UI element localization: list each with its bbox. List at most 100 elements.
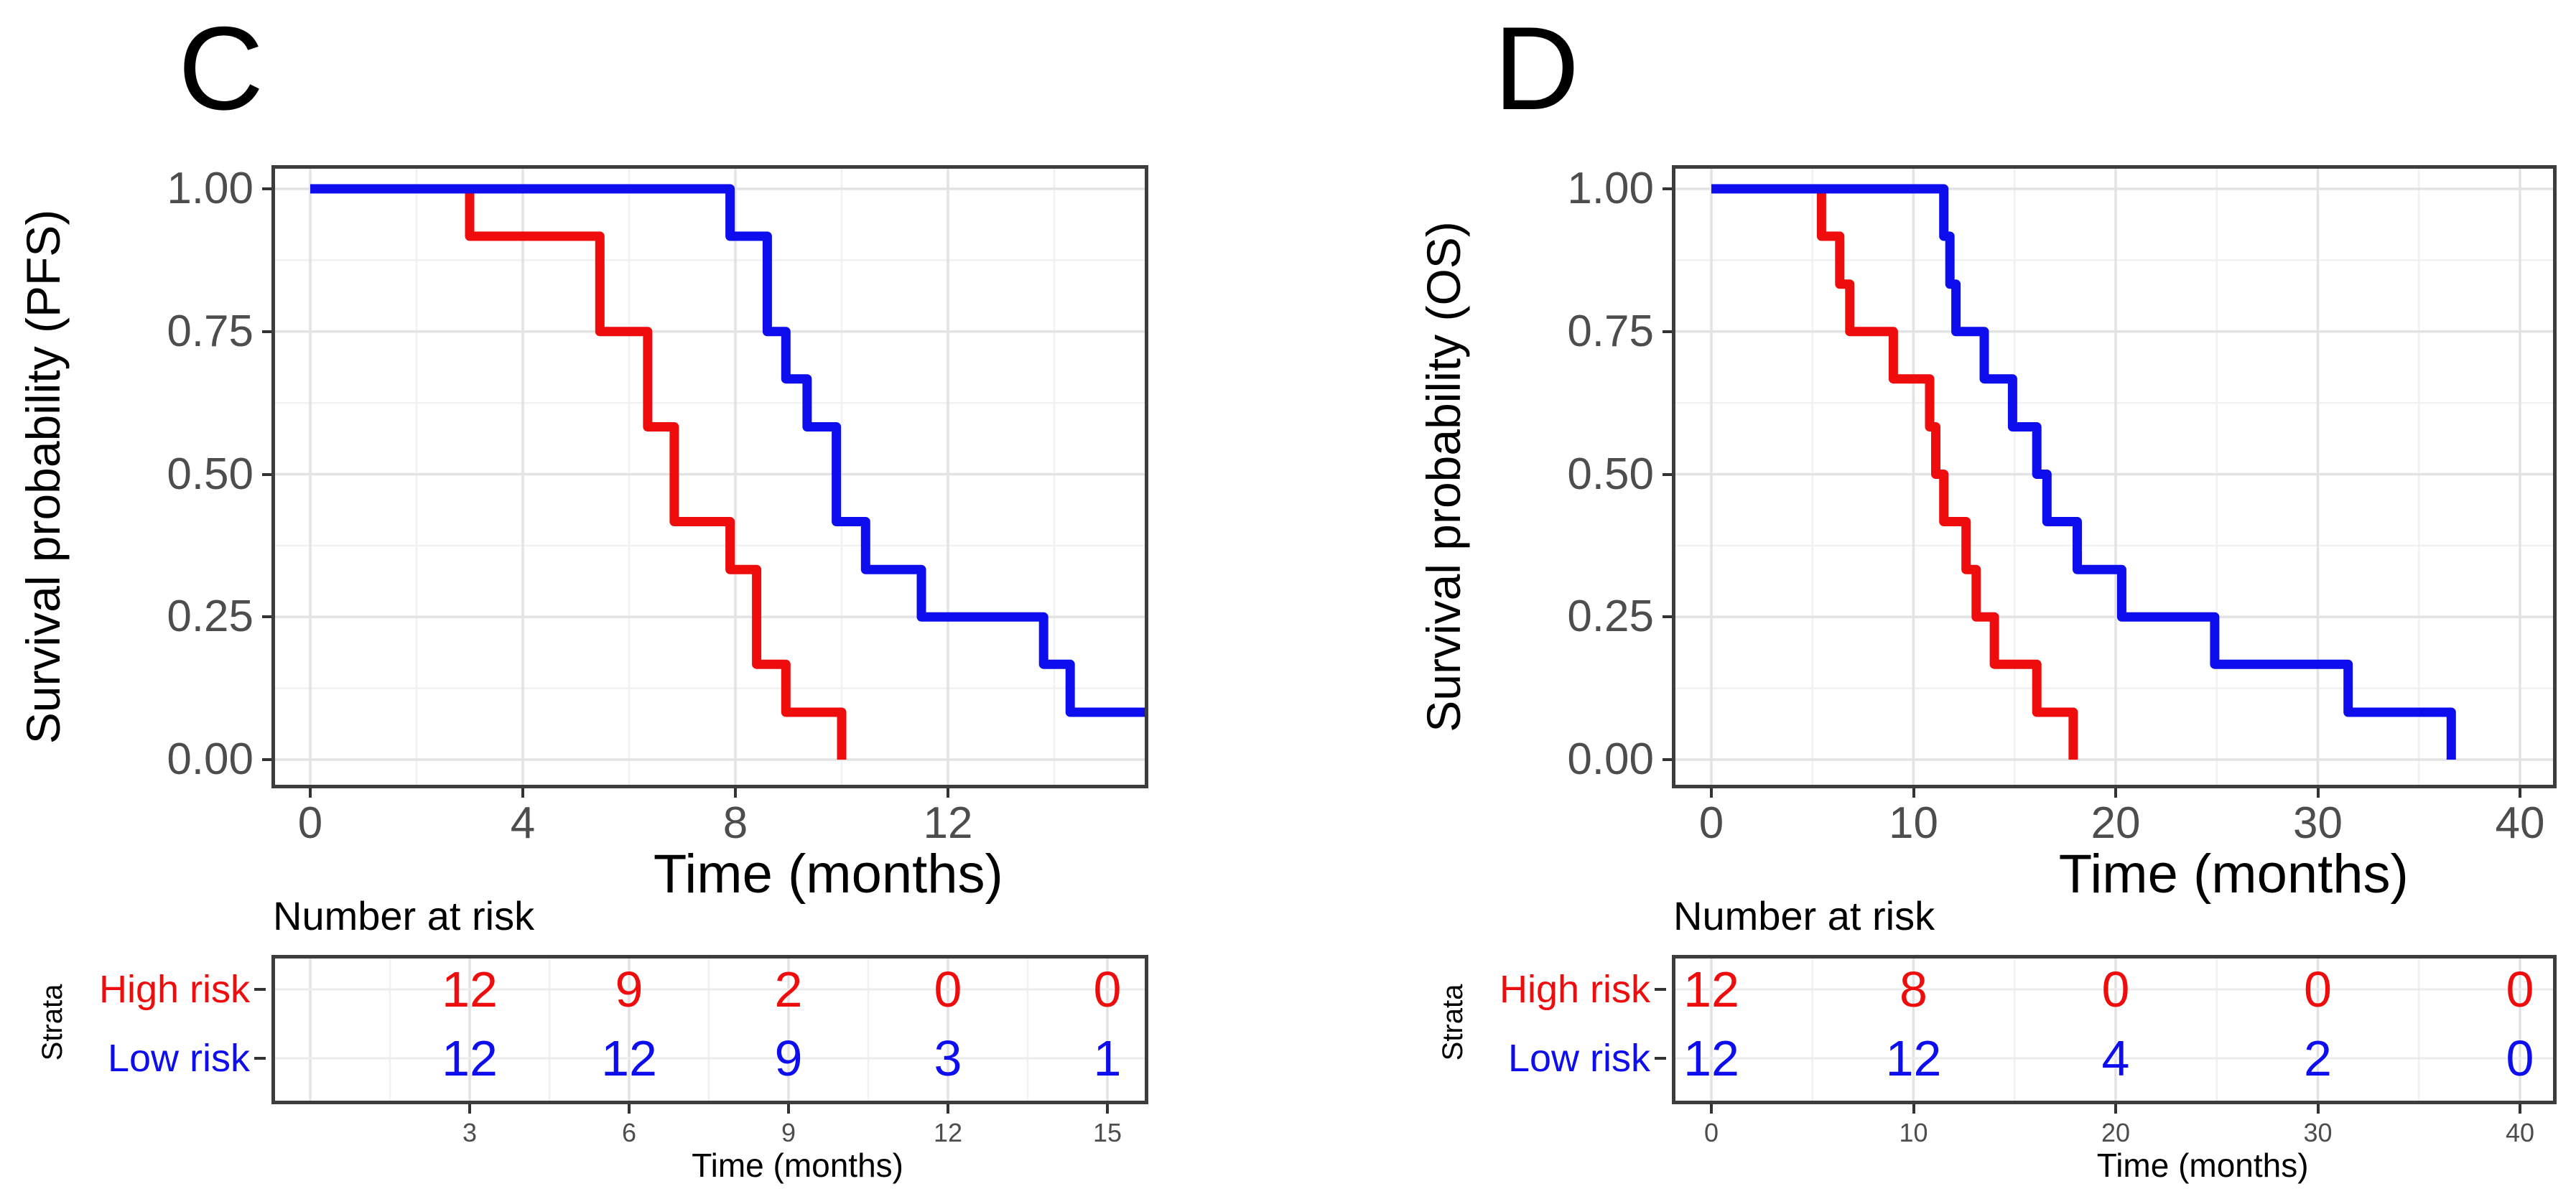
x-axis-tick (521, 788, 524, 798)
risk-row-label-high: High risk (98, 968, 250, 1011)
risk-count-high: 0 (934, 961, 962, 1017)
survival-curve-low-risk (310, 184, 1148, 717)
risk-count-low: 12 (601, 1030, 657, 1086)
risk-table-x-axis-label-pfs: Time (months) (692, 1147, 903, 1184)
survival-curve-low-risk (1711, 184, 2456, 760)
risk-table-background (1672, 955, 2557, 1104)
risk-count-high: 0 (1093, 961, 1122, 1017)
risk-count-high: 12 (1683, 961, 1739, 1017)
risk-count-high: 0 (2304, 961, 2332, 1017)
y-tick-label: 0.25 (1567, 592, 1654, 642)
x-axis-tick (1710, 788, 1713, 798)
x-tick-label: 40 (2495, 798, 2545, 848)
x-axis-tick (1912, 788, 1915, 798)
risk-axis-tick (1912, 1104, 1915, 1114)
risk-table-grid-os (1672, 955, 2557, 1104)
risk-tick-label: 3 (462, 1118, 478, 1147)
y-axis-tick (1663, 615, 1672, 619)
risk-row-tick (254, 1057, 266, 1060)
risk-tick-label: 6 (621, 1118, 637, 1147)
panel-letter-d: D (1494, 2, 1580, 134)
risk-axis-tick (628, 1104, 631, 1114)
plot-panel-border (1672, 165, 2557, 788)
risk-row-tick (1655, 1057, 1666, 1060)
risk-row-label-low: Low risk (1507, 1037, 1650, 1080)
risk-table-border (271, 955, 1148, 1104)
y-axis-tick (262, 187, 271, 190)
risk-table-background (271, 955, 1148, 1104)
risk-axis-tick (2316, 1104, 2320, 1114)
risk-axis-tick (2519, 1104, 2521, 1114)
x-tick-label: 8 (722, 798, 748, 848)
survival-plot-pfs (271, 165, 1148, 788)
risk-axis-tick (468, 1104, 471, 1114)
risk-count-low: 1 (1093, 1030, 1122, 1086)
risk-tick-label: 30 (2303, 1118, 2333, 1147)
risk-axis-tick (2114, 1104, 2117, 1114)
risk-count-high: 8 (1900, 961, 1928, 1017)
x-tick-label: 30 (2293, 798, 2343, 848)
strata-axis-label-os: Strata (1437, 984, 1469, 1061)
risk-tick-label: 40 (2505, 1118, 2535, 1147)
risk-row-label-high: High risk (1499, 968, 1650, 1011)
y-axis-tick (1663, 330, 1672, 333)
risk-row-tick (254, 988, 266, 991)
x-axis-tick (2519, 788, 2521, 798)
risk-table-grid-pfs (271, 955, 1148, 1104)
x-axis-tick (2316, 788, 2320, 798)
y-tick-label: 1.00 (167, 164, 254, 213)
risk-table-title-pfs: Number at risk (273, 893, 535, 938)
survival-curve-high-risk (1711, 184, 2078, 760)
risk-count-low: 12 (1885, 1030, 1942, 1086)
risk-count-high: 2 (774, 961, 803, 1017)
risk-count-low: 3 (934, 1030, 962, 1086)
risk-tick-label: 15 (1092, 1118, 1122, 1147)
x-axis-title-pfs: Time (months) (653, 844, 1003, 905)
risk-tick-label: 0 (1703, 1118, 1719, 1147)
x-tick-label: 0 (297, 798, 323, 848)
x-axis-title-os: Time (months) (2058, 844, 2409, 905)
x-tick-label: 0 (1698, 798, 1724, 848)
y-axis-tick (262, 615, 271, 619)
risk-axis-tick (787, 1104, 790, 1114)
risk-row-tick (1655, 988, 1666, 991)
risk-axis-tick (947, 1104, 949, 1114)
risk-count-low: 12 (442, 1030, 498, 1086)
y-axis-title-os: Survival probability (OS) (1417, 221, 1470, 732)
x-tick-label: 20 (2091, 798, 2141, 848)
x-tick-label: 12 (923, 798, 973, 848)
risk-count-high: 9 (615, 961, 643, 1017)
y-tick-label: 0.25 (167, 592, 254, 642)
risk-axis-tick (1710, 1104, 1713, 1114)
risk-axis-tick (1106, 1104, 1109, 1114)
survival-plot-os (1672, 165, 2557, 788)
y-tick-label: 0.50 (167, 449, 254, 499)
y-axis-tick (262, 472, 271, 476)
risk-count-low: 9 (774, 1030, 803, 1086)
risk-table-x-axis-label-os: Time (months) (2096, 1147, 2309, 1184)
risk-count-low: 4 (2101, 1030, 2130, 1086)
risk-count-high: 0 (2101, 961, 2130, 1017)
y-axis-tick (262, 758, 271, 761)
panel-letter-c: C (178, 2, 264, 134)
y-axis-tick (1663, 472, 1672, 476)
risk-count-high: 12 (442, 961, 498, 1017)
x-axis-tick (947, 788, 949, 798)
risk-tick-label: 20 (2101, 1118, 2131, 1147)
risk-table-title-os: Number at risk (1673, 893, 1935, 938)
risk-row-label-low: Low risk (107, 1037, 250, 1080)
y-tick-label: 1.00 (1567, 164, 1654, 213)
x-tick-label: 10 (1889, 798, 1938, 848)
y-tick-label: 0.75 (167, 306, 254, 356)
y-axis-tick (262, 330, 271, 333)
y-tick-label: 0.75 (1567, 306, 1654, 356)
x-axis-tick (2114, 788, 2117, 798)
risk-tick-label: 10 (1899, 1118, 1928, 1147)
y-axis-tick (1663, 758, 1672, 761)
risk-table-border (1672, 955, 2557, 1104)
plot-panel-background (1672, 165, 2557, 788)
x-axis-tick (734, 788, 737, 798)
